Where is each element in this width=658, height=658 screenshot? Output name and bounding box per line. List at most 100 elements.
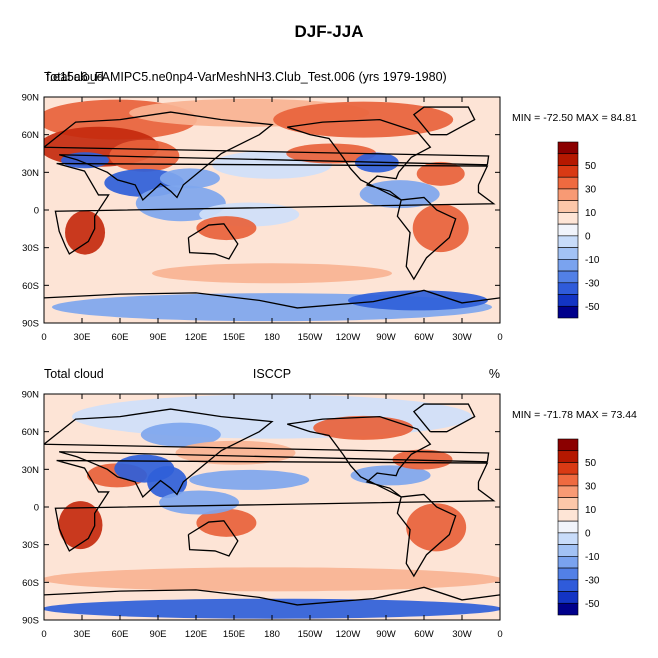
colorbar-swatch [557,259,579,272]
colorbar-swatch [557,294,579,307]
lat-tick-label: 30S [22,540,39,551]
coastline [396,493,457,578]
contour-region [65,210,106,255]
panel-left-label: Total cloud [44,367,104,381]
lon-tick-label: 180 [264,332,280,343]
colorbar-swatch [557,579,579,592]
contour-region [159,168,220,189]
colorbar-label: -30 [585,575,600,586]
colorbar-label: -30 [585,278,600,289]
coastline [286,415,432,498]
lon-tick-label: 0 [41,629,46,640]
colorbar-swatch [557,591,579,604]
colorbar-swatch [557,165,579,178]
contour-region [416,161,465,186]
contour-region [347,290,488,311]
lon-tick-label: 60E [112,629,129,640]
contour-region [44,567,500,592]
colorbar-label: -10 [585,552,600,563]
colorbar-label: 50 [585,458,597,469]
contour-region [196,508,257,537]
lon-tick-label: 120E [185,629,207,640]
colorbar-swatch [557,485,579,498]
colorbar-swatch [557,235,579,248]
colorbar-swatch [557,450,579,463]
colorbar-swatch [557,497,579,510]
colorbar-swatch [557,141,579,155]
colorbar-swatch [557,462,579,475]
lat-tick-label: 90N [22,93,40,104]
coastline [44,586,500,606]
lon-tick-label: 150E [223,332,245,343]
colorbar-swatch [557,567,579,581]
lon-tick-label: 30W [452,332,472,343]
contour-region [159,490,240,515]
lon-tick-label: 90E [150,629,167,640]
colorbar-label: 0 [585,231,591,242]
contour-region [313,415,414,440]
lon-tick-label: 0 [41,332,46,343]
lon-tick-label: 30W [452,629,472,640]
coastline [286,118,432,201]
lat-tick-label: 30N [22,465,40,476]
colorbar-swatch [557,282,579,295]
coastline-layer [44,403,500,606]
min-max-label: MIN = -71.78 MAX = 73.44 [512,409,637,421]
lon-tick-label: 120E [185,332,207,343]
colorbar-swatch [557,473,579,487]
contour-region [189,469,310,490]
lon-tick-label: 120W [336,629,361,640]
lon-tick-label: 90W [376,629,396,640]
contour-region [72,394,472,439]
contour-region [412,204,469,253]
colorbar-label: 30 [585,184,597,195]
lat-tick-label: 90S [22,319,39,330]
coastline [44,408,490,499]
colorbar-swatch [557,509,579,522]
lon-tick-label: 120W [336,332,361,343]
coastline [412,403,476,433]
lon-tick-label: 90W [376,332,396,343]
colorbar-swatch [557,188,579,201]
lon-tick-label: 180 [264,629,280,640]
colorbar-swatch [557,212,579,225]
lon-tick-label: 0 [497,332,502,343]
coastline [187,520,239,557]
coastline [412,106,476,136]
lat-tick-label: 30S [22,243,39,254]
coastline [187,223,239,260]
lon-tick-label: 150E [223,629,245,640]
colorbar-label: 50 [585,161,597,172]
lon-tick-label: 90E [150,332,167,343]
lon-tick-label: 150W [298,629,323,640]
lon-tick-label: 60W [414,629,434,640]
min-max-label: MIN = -72.50 MAX = 84.81 [512,112,637,124]
colorbar-swatch [557,305,579,319]
colorbar-swatch [557,270,579,284]
contour-region [359,180,440,209]
lat-tick-label: 90N [22,390,40,401]
coastline [44,111,490,202]
colorbar-swatch [557,153,579,166]
map-panel-isccp: Total cloud ISCCP % MIN = -71.78 MAX = 7… [0,367,658,657]
colorbar-swatch [557,532,579,545]
colorbar-swatch [557,247,579,260]
contour-region [58,501,103,550]
colorbar-swatch [557,556,579,569]
panel-units-label: % [488,367,500,381]
panel-center-label: f.e15a6_FAMIPC5.ne0np4-VarMeshNH3.Club_T… [46,70,447,84]
colorbar-swatch [557,520,579,534]
coastline [54,459,496,552]
lon-tick-label: 60W [414,332,434,343]
lat-tick-label: 60S [22,281,39,292]
lat-tick-label: 60S [22,578,39,589]
contour-region [147,466,188,499]
contour-region [44,598,500,619]
contour-region [140,422,221,447]
contour-region [392,449,453,470]
lon-tick-label: 60E [112,332,129,343]
lat-tick-label: 30N [22,168,40,179]
lat-tick-label: 60N [22,130,40,141]
